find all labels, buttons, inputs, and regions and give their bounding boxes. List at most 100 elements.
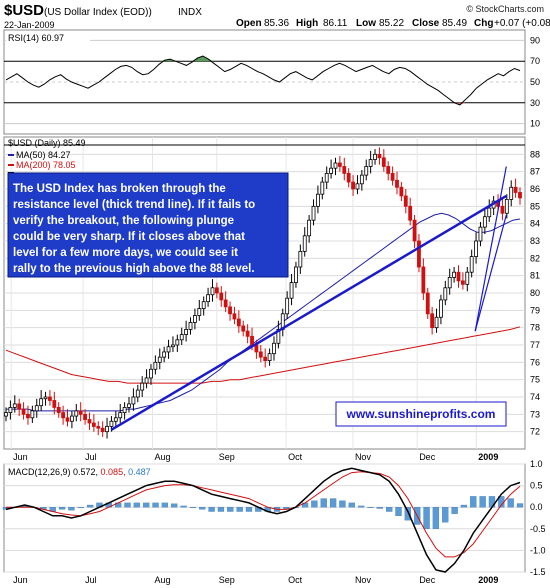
candle-body <box>364 166 369 176</box>
macd-histogram-bar <box>311 500 318 508</box>
macd-tick-label: 0.5 <box>530 481 543 491</box>
macd-histogram-bar <box>227 507 234 512</box>
candle-body <box>518 192 522 199</box>
price-tick-label: 79 <box>530 305 540 315</box>
candle-body <box>250 335 254 346</box>
x-axis-labels-bottom: Jun Jul Aug Sep Oct Nov Dec 2009 <box>13 575 498 585</box>
candle-body <box>241 325 246 332</box>
candle-body <box>52 400 57 408</box>
candle-body <box>74 410 79 417</box>
candle-body <box>175 339 180 346</box>
candle-body <box>201 301 206 309</box>
candle-body <box>197 308 202 316</box>
candle-body <box>109 420 114 427</box>
chart-date: 22-Jan-2009 <box>4 20 55 30</box>
candle-body <box>289 282 294 299</box>
rsi-tick-label: 70 <box>530 56 540 66</box>
high-value: 86.11 <box>323 18 348 29</box>
trendlines <box>110 166 507 432</box>
price-y-ticks: 72 73 74 75 76 77 78 79 80 81 82 83 84 85 86 87 88 <box>530 149 540 436</box>
candle-body <box>500 205 505 214</box>
macd-histogram-bar <box>68 507 75 511</box>
macd-histogram-bar <box>395 507 402 516</box>
price-title: $USD (Daily) 85.49 <box>8 138 86 148</box>
candle-body <box>469 256 474 273</box>
candle-body <box>417 240 421 268</box>
macd-histogram-bar <box>199 507 206 510</box>
candle-body <box>206 294 210 303</box>
candle-body <box>482 216 487 228</box>
candle-body <box>452 271 457 278</box>
price-tick-label: 83 <box>530 236 540 246</box>
candle-body <box>320 181 325 195</box>
website-url[interactable]: www.sunshineprofits.com <box>346 407 496 421</box>
x-label: Jun <box>13 452 28 462</box>
candle-body <box>157 356 162 363</box>
price-tick-label: 80 <box>530 288 540 298</box>
macd-histogram-bar <box>423 507 430 529</box>
ma200-legend: MA(200) 78.05 <box>16 160 76 170</box>
candle-body <box>228 306 232 315</box>
candle-body <box>166 346 171 353</box>
open-value: 85.36 <box>264 18 289 29</box>
price-candles <box>4 147 522 439</box>
candle-body <box>368 159 373 167</box>
x-label: Aug <box>154 452 170 462</box>
candle-body <box>258 351 263 358</box>
x-label: 2009 <box>478 452 498 462</box>
candle-body <box>30 410 35 419</box>
candle-body <box>504 198 509 214</box>
price-tick-label: 78 <box>530 323 540 333</box>
macd-histogram-bar <box>386 507 393 512</box>
rsi-tick-label: 90 <box>530 35 540 45</box>
candle-body <box>298 250 303 268</box>
macd-histogram-bar <box>180 505 187 508</box>
annotation-line-1: The USD Index has broken through the <box>13 183 226 195</box>
price-tick-label: 72 <box>530 427 540 437</box>
x-label: Jul <box>85 452 97 462</box>
symbol-name: (US Dollar Index (EOD)) <box>44 7 152 18</box>
candle-body <box>456 271 461 282</box>
chg-label: Chg <box>474 18 493 29</box>
annotation-line-2: resistance level (thick trend line). If … <box>13 199 255 211</box>
ma50-line <box>6 212 521 412</box>
candle-body <box>214 287 219 294</box>
x-label-bottom: Dec <box>419 575 436 585</box>
low-value: 85.22 <box>379 18 404 29</box>
exchange: INDX <box>178 7 202 18</box>
macd-histogram-bar <box>348 502 355 508</box>
candle-body <box>83 413 87 420</box>
open-label: Open <box>236 18 262 29</box>
candle-body <box>78 410 83 415</box>
candle-body <box>509 186 514 200</box>
x-label: Oct <box>288 452 303 462</box>
price-tick-label: 75 <box>530 375 540 385</box>
macd-histogram-bar <box>470 496 477 508</box>
macd-histogram-bar <box>133 502 140 508</box>
candle-body <box>316 193 320 207</box>
x-axis-labels: Jun Jul Aug Sep Oct Nov Dec 2009 <box>13 452 498 462</box>
candle-body <box>39 398 44 407</box>
macd-line <box>5 467 521 573</box>
candle-body <box>188 322 193 330</box>
candle-body <box>294 266 298 284</box>
candle-body <box>377 153 382 159</box>
candle-body <box>351 181 355 190</box>
candle-body <box>408 205 413 221</box>
price-tick-label: 84 <box>530 219 540 229</box>
candle-body <box>474 240 478 258</box>
macd-tick-label: 0.0 <box>530 502 543 512</box>
rsi-series-line <box>5 55 521 106</box>
candle-body <box>324 172 329 183</box>
macd-title-main: MACD(12,26,9) 0.572, <box>8 467 101 477</box>
candle-body <box>460 280 465 285</box>
macd-title-signal: 0.085, <box>101 467 129 477</box>
ma200-line <box>5 326 521 384</box>
candle-body <box>153 361 158 370</box>
candle-body <box>69 415 74 422</box>
close-label: Close <box>412 18 440 29</box>
macd-y-ticks: -1.5 -1.0 -0.5 0.0 0.5 1.0 <box>530 459 546 577</box>
annotation-line-6: rally to the previous high above the 88 … <box>13 263 255 275</box>
macd-histogram-bar <box>208 507 215 512</box>
